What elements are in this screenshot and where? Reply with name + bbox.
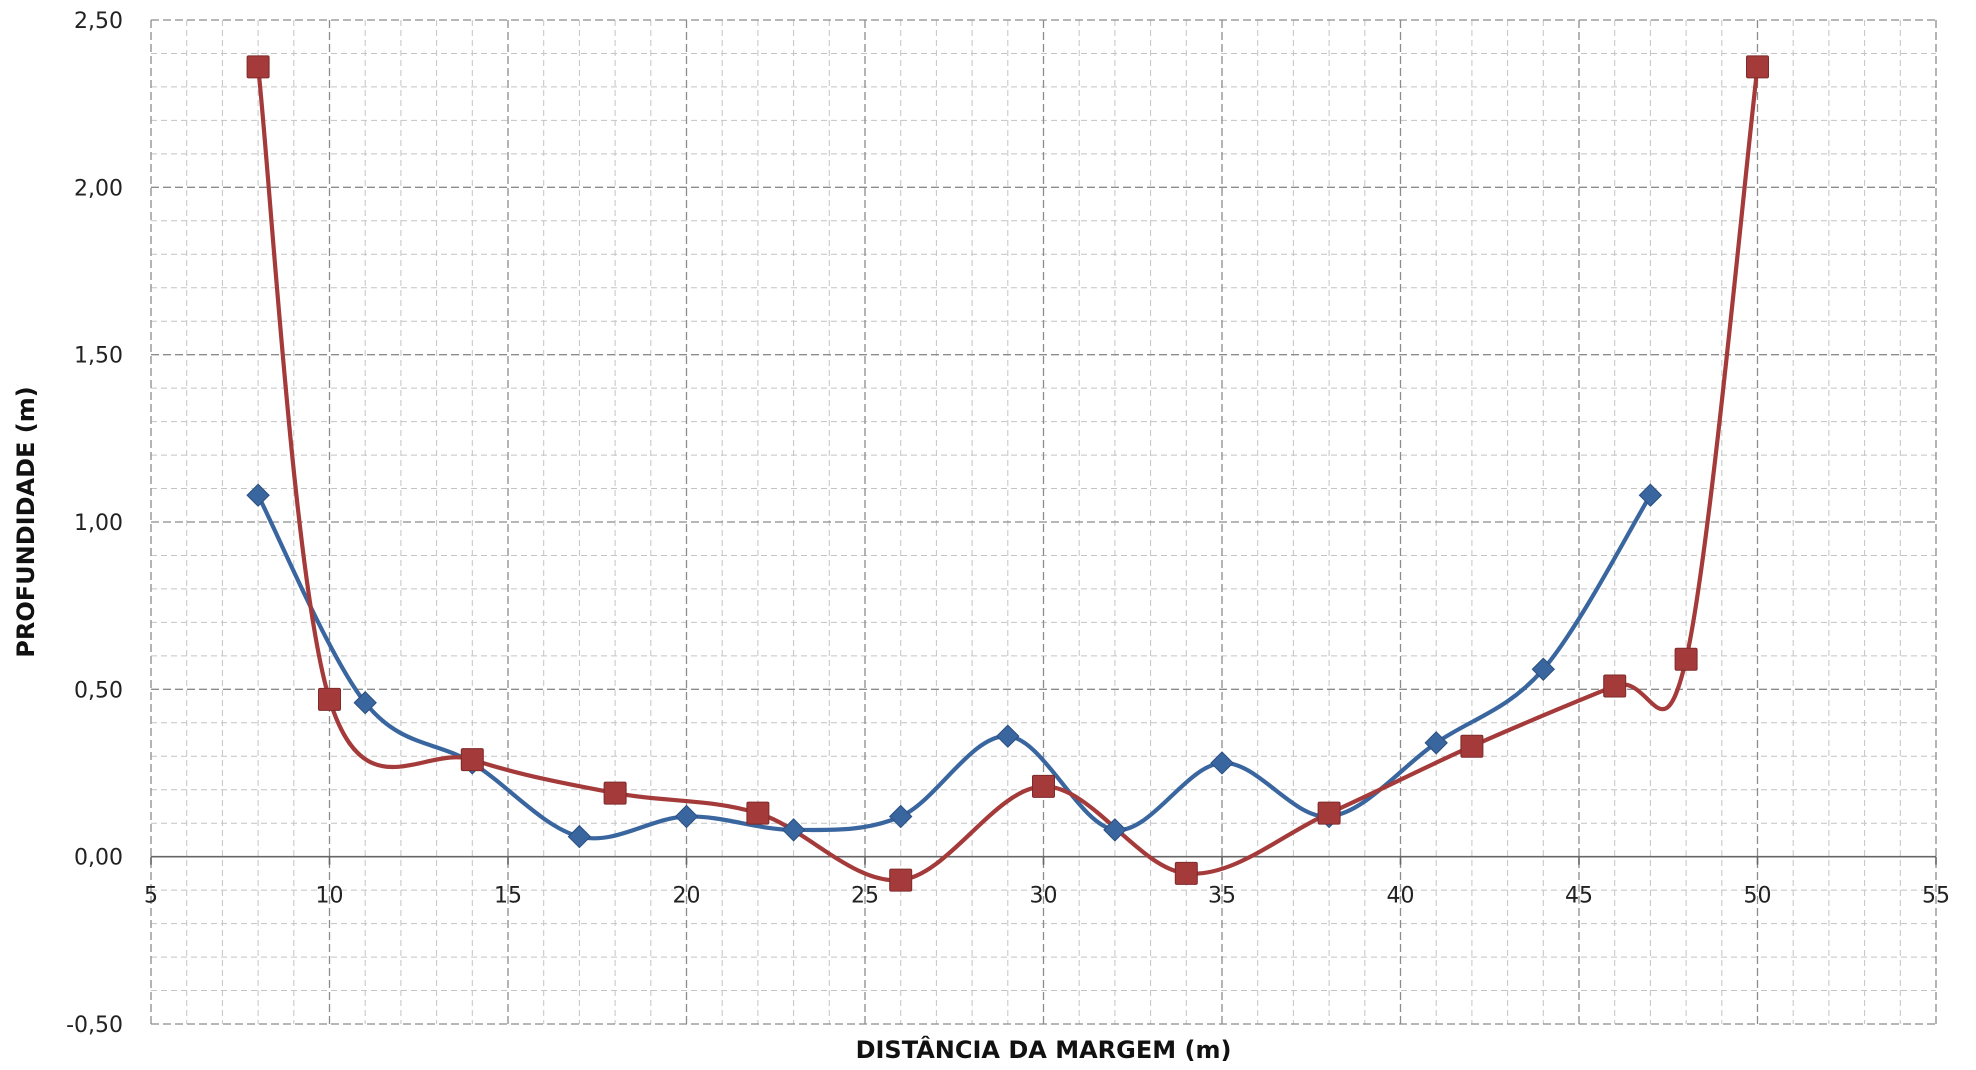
series-1-point: [246, 483, 270, 507]
x-tick-label: 35: [1208, 884, 1236, 909]
series-1-point: [353, 691, 377, 715]
x-axis-title: DISTÂNCIA DA MARGEM (m): [856, 1035, 1232, 1064]
x-axis-tick-labels: 5 10 15 20 25 30 35 40 45 50 55: [144, 884, 1950, 909]
series-2-point: [460, 748, 484, 772]
series-2-point: [1174, 861, 1198, 885]
series-1-point: [781, 818, 806, 842]
y-tick-label: 1,00: [74, 511, 123, 536]
y-tick-label: 1,50: [74, 344, 123, 369]
series-1-point: [1531, 657, 1556, 681]
x-tick-label: 55: [1922, 884, 1950, 909]
series-2-point: [1317, 801, 1341, 825]
series-1-point: [996, 724, 1020, 748]
series-markers: [246, 55, 1769, 892]
y-axis-title: PROFUNDIDADE (m): [12, 386, 40, 657]
major-gridlines: [150, 19, 1937, 1025]
y-tick-label: -0,50: [66, 1013, 123, 1038]
series-2-point: [318, 687, 341, 711]
x-tick-label: 45: [1565, 884, 1593, 909]
x-tick-label: 15: [494, 884, 522, 909]
series-2-point: [603, 781, 627, 805]
y-tick-label: 0,00: [74, 846, 123, 871]
series-1-point: [567, 824, 592, 849]
series-2-point: [1603, 674, 1627, 698]
y-tick-label: 2,50: [74, 9, 123, 34]
series-2-point: [1032, 774, 1055, 798]
series-1-point: [1638, 483, 1663, 507]
series-1-point: [1424, 731, 1448, 755]
x-tick-label: 50: [1744, 884, 1772, 909]
y-axis-tick-labels: -0,50 0,00 0,50 1,00 1,50 2,00 2,50: [66, 9, 123, 1038]
series-2-point: [1460, 734, 1484, 758]
y-tick-label: 2,00: [74, 176, 123, 201]
series-1-line: [256, 493, 1653, 841]
series-1-point: [674, 804, 699, 829]
series-2-point: [889, 868, 913, 892]
x-tick-label: 30: [1030, 884, 1058, 909]
x-tick-label: 40: [1387, 884, 1415, 909]
x-tick-label: 25: [851, 884, 879, 909]
series-2-point: [746, 801, 770, 825]
series-2-point: [1674, 647, 1698, 671]
series-1-point: [1103, 818, 1127, 842]
series-2-point: [246, 55, 270, 79]
x-tick-label: 10: [316, 884, 344, 909]
series-1-point: [888, 804, 913, 829]
zero-axis-line: [150, 855, 1937, 865]
y-tick-label: 0,50: [74, 678, 123, 703]
x-tick-label: 20: [673, 884, 701, 909]
x-tick-label: 5: [144, 884, 158, 909]
series-1-point: [1210, 751, 1234, 775]
series-2-point: [1746, 55, 1769, 79]
